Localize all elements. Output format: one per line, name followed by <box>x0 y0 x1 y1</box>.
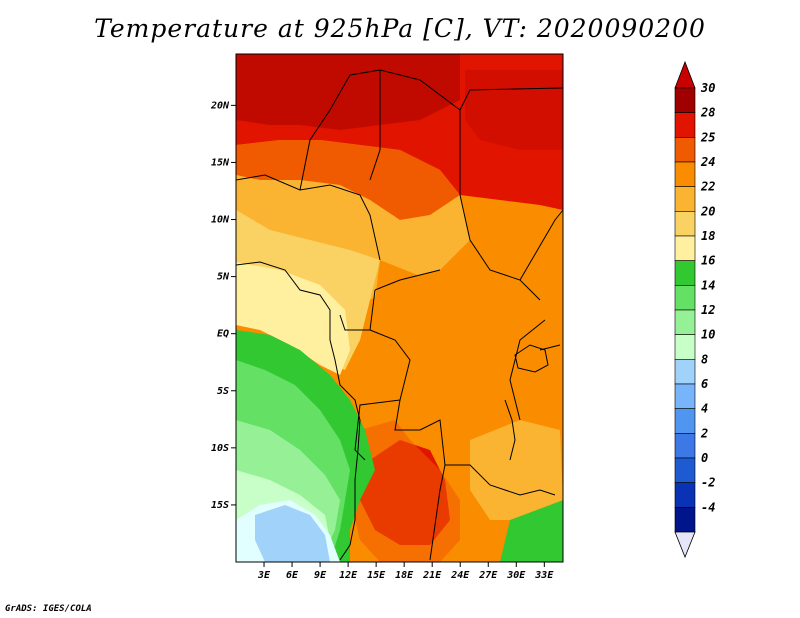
lat-tick-label: 15N <box>211 157 230 168</box>
colorbar-swatch <box>674 334 696 360</box>
colorbar-boxes <box>674 87 696 533</box>
map-frame <box>235 53 564 563</box>
lat-tick-label: 5S <box>217 386 229 397</box>
colorbar-swatch <box>674 309 696 335</box>
colorbar-bottom-arrow <box>674 531 696 559</box>
field-25-south <box>350 420 460 562</box>
lat-tick-label: 5N <box>217 272 230 283</box>
lon-tick-label: 30E <box>506 570 526 581</box>
lat-tick-label: EQ <box>217 329 229 340</box>
coastline <box>236 261 361 561</box>
colorbar-swatch <box>674 137 696 163</box>
colorbar-label: 12 <box>701 303 715 317</box>
longitude-ticks: 3E 6E 9E 12E 15E 18E 21E 24E 27E 30E 33E <box>257 562 554 581</box>
lon-tick-label: 24E <box>450 570 470 581</box>
colorbar-swatch <box>674 359 696 385</box>
field-24-central <box>375 260 545 480</box>
chart-title: Temperature at 925hPa [C], VT: 202009020… <box>94 14 706 43</box>
lake-tanganyika <box>504 399 516 461</box>
colorbar-label: 20 <box>700 204 715 218</box>
field-25-band <box>236 140 460 220</box>
colorbar-swatch <box>674 260 696 286</box>
lake-victoria <box>514 344 549 373</box>
colorbar-label: 10 <box>701 328 715 342</box>
colorbar-label: -4 <box>701 500 715 514</box>
lat-tick-label: 10N <box>211 215 230 226</box>
field-18 <box>236 262 350 375</box>
colorbar-label: 25 <box>700 130 715 144</box>
colorbar-label: 2 <box>700 426 708 440</box>
lat-tick-label: 15S <box>211 500 229 511</box>
lon-tick-label: 9E <box>314 570 327 581</box>
lon-tick-label: 21E <box>422 570 442 581</box>
field-6 <box>255 505 330 562</box>
lon-tick-label: 6E <box>286 570 299 581</box>
colorbar-label: 6 <box>701 377 708 391</box>
grads-credit: GrADS: IGES/COLA <box>5 604 92 614</box>
colorbar-swatch <box>674 457 696 483</box>
field-22 <box>236 175 470 300</box>
colorbar-label: 4 <box>701 402 708 416</box>
colorbar-top-arrow <box>674 60 696 89</box>
colorbar-label: 16 <box>701 254 715 268</box>
field-22-south <box>470 420 563 520</box>
lon-tick-label: 33E <box>534 570 554 581</box>
colorbar-swatch <box>674 235 696 261</box>
colorbar-label: 18 <box>701 229 715 243</box>
lon-tick-label: 15E <box>367 570 386 581</box>
colorbar-swatch <box>674 211 696 237</box>
colorbar-swatch <box>674 408 696 434</box>
colorbar-swatch <box>674 87 696 113</box>
latitude-ticks: 20N 15N 10N 5N EQ 5S 10S 15S <box>210 100 236 511</box>
colorbar-swatch <box>674 507 696 533</box>
colorbar-swatch <box>674 433 696 459</box>
lat-tick-label: 20N <box>210 100 230 111</box>
lon-tick-label: 27E <box>478 570 498 581</box>
colorbar-label: 30 <box>700 81 715 95</box>
lon-tick-label: 18E <box>395 570 414 581</box>
lon-tick-label: 12E <box>339 570 358 581</box>
colorbar-label: 8 <box>701 352 708 366</box>
colorbar-label: 28 <box>700 106 715 120</box>
colorbar-label: 24 <box>700 155 715 169</box>
colorbar-label: 0 <box>701 451 708 465</box>
colorbar-swatch <box>674 383 696 409</box>
colorbar-label: 22 <box>700 180 715 194</box>
field-30 <box>236 54 460 130</box>
lon-tick-label: 3E <box>257 570 271 581</box>
colorbar-swatch <box>674 161 696 187</box>
colorbar-label: 14 <box>701 278 715 292</box>
field-16-se <box>500 500 563 562</box>
colorbar-swatch <box>674 285 696 311</box>
colorbar-swatch <box>674 482 696 508</box>
colorbar-label: -2 <box>701 476 715 490</box>
colorbar-swatch <box>674 112 696 138</box>
lat-tick-label: 10S <box>211 443 229 454</box>
colorbar-swatch <box>674 186 696 212</box>
country-borders <box>236 69 563 561</box>
